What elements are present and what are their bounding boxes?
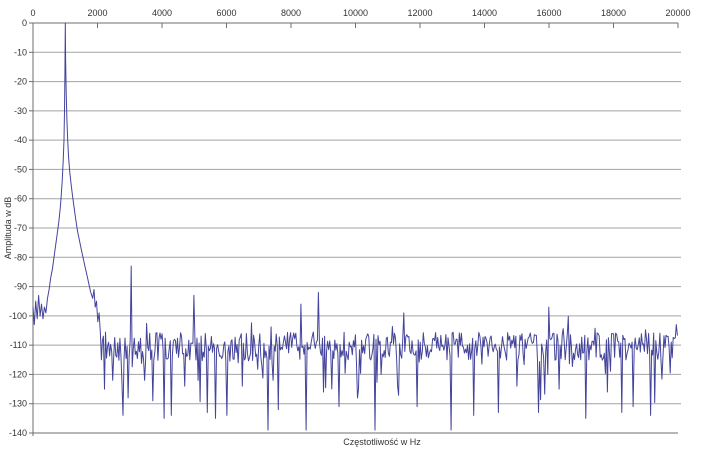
svg-text:2000: 2000 (87, 8, 107, 18)
y-tick-labels: 0 -10 -20 -30 -40 -50 -60 -70 -80 -90 -100 -110 -120… (9, 18, 27, 438)
svg-text:-130: -130 (9, 399, 27, 409)
svg-text:18000: 18000 (601, 8, 626, 18)
svg-text:-50: -50 (14, 164, 27, 174)
svg-text:0: 0 (22, 18, 27, 28)
svg-text:10000: 10000 (343, 8, 368, 18)
svg-text:-110: -110 (10, 340, 27, 350)
svg-text:-60: -60 (14, 194, 27, 204)
y-axis-ticks (29, 22, 33, 434)
svg-text:-30: -30 (14, 106, 27, 116)
svg-text:16000: 16000 (536, 8, 561, 18)
x-tick-labels: 0 2000 4000 6000 8000 10000 12000 14000 16000 180… (30, 8, 690, 18)
x-axis-ticks (32, 23, 679, 28)
svg-text:-40: -40 (14, 135, 27, 145)
svg-text:-140: -140 (9, 428, 27, 438)
svg-text:-90: -90 (14, 282, 27, 292)
svg-text:-20: -20 (14, 77, 27, 87)
svg-text:14000: 14000 (472, 8, 497, 18)
svg-text:12000: 12000 (407, 8, 432, 18)
svg-text:-100: -100 (9, 311, 27, 321)
svg-text:4000: 4000 (152, 8, 172, 18)
svg-text:0: 0 (30, 8, 35, 18)
svg-text:6000: 6000 (216, 8, 236, 18)
svg-text:8000: 8000 (281, 8, 301, 18)
x-axis-title: Częstotliwość w Hz (343, 437, 421, 447)
y-axis-title: Amplituda w dB (3, 196, 13, 260)
spectrum-trace (32, 22, 678, 431)
svg-text:-70: -70 (14, 223, 27, 233)
svg-text:-120: -120 (9, 369, 27, 379)
svg-text:-80: -80 (14, 252, 27, 262)
svg-text:20000: 20000 (665, 8, 690, 18)
svg-text:-10: -10 (14, 47, 27, 57)
